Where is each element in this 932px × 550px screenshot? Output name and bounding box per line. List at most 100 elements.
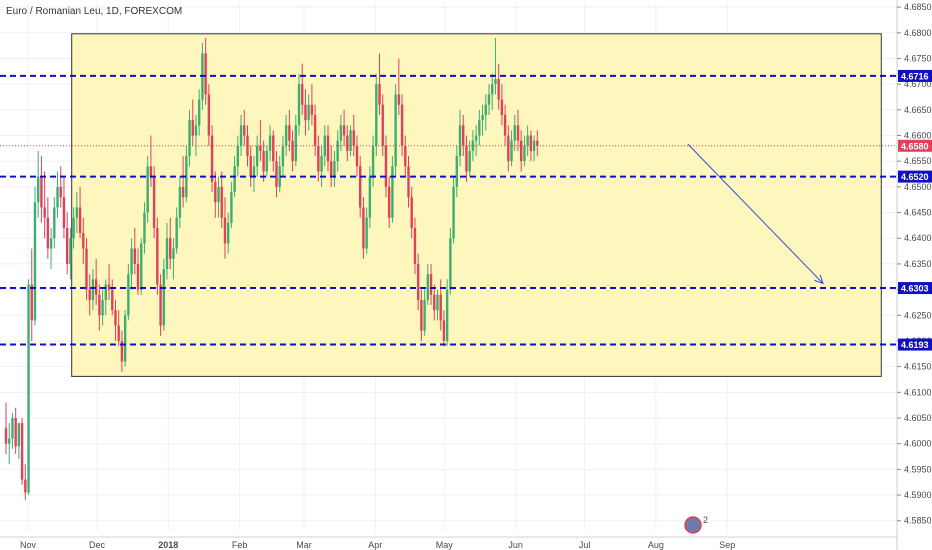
candle-body [491,84,494,95]
candle [307,94,310,131]
candle-body [452,186,455,239]
price-badges: 4.6716 4.6520 4.6303 4.6193 4.6580 [898,69,932,351]
candle-body [149,166,153,177]
candle [384,135,388,198]
candle [310,84,314,126]
candle-body [413,227,417,264]
candle-body [191,120,194,136]
x-tick-label: Jul [579,540,591,550]
y-tick-label: 4.6050 [904,413,932,423]
candle [56,171,59,218]
watermark-logo: 2 [684,515,708,534]
candle-body [175,217,178,249]
candle [433,284,436,321]
candle [429,263,433,306]
candle [523,135,526,167]
candle [49,227,53,270]
candle-body [207,94,211,136]
candle [8,423,11,465]
candle [143,202,146,254]
level-badge [898,338,932,351]
candle [104,279,108,316]
time-axis[interactable]: Nov Dec 2018 Feb Mar Apr May Jun Jul Aug Sep [0,536,897,550]
candle [487,84,491,115]
candle-body [46,217,50,249]
candle-body [136,263,140,290]
candle [91,269,95,311]
candle [156,217,159,295]
candle-body [255,145,259,167]
candle [88,274,91,316]
candle-body [278,166,281,187]
candle-body [455,156,458,187]
candle [149,135,153,187]
y-tick-label: 4.6150 [904,362,932,372]
candle [387,176,391,228]
candle-body [429,274,433,295]
y-tick-label: 4.6500 [904,182,932,192]
candle-body [33,202,37,321]
candle [275,150,278,198]
candle [165,222,169,280]
candle-body [185,156,188,198]
candle [371,135,375,187]
candle [181,156,185,208]
level-badge [898,69,932,82]
forecast-arrow[interactable] [687,143,824,285]
candle-body [17,423,21,447]
x-tick-label: Aug [648,540,664,550]
candle-body [510,140,513,162]
candle-body [516,125,520,141]
candle [30,248,33,341]
candle-body [465,145,468,172]
candle [53,197,56,249]
candle [85,238,88,300]
candle [362,197,365,259]
candle-body [288,125,291,141]
candle-body [426,274,430,300]
candle-body [320,156,323,172]
candle [226,212,230,254]
candle [336,130,339,172]
candle [169,217,172,270]
candle [243,109,246,146]
candle [474,125,478,157]
candle [317,135,320,182]
candle-body [281,145,285,167]
candle-body [156,227,159,285]
last-price-badge [898,139,932,152]
candle-body [272,135,275,162]
candle [65,212,69,275]
candle [449,227,452,295]
level-badge [898,170,932,183]
range-box[interactable] [71,33,882,377]
candle [529,130,533,162]
candle-body [368,176,372,218]
candle-body [439,294,442,321]
candle-body [342,125,346,136]
candle [136,248,140,295]
last-price-label: 4.6580 [901,141,929,151]
candle [120,330,124,372]
candle [413,217,417,275]
candle-body [523,145,526,162]
candle-body [349,130,352,151]
candle [536,130,539,157]
candle-body [387,186,391,218]
level-badge-label: 4.6520 [901,172,929,182]
candle-body [230,192,233,223]
x-tick-label: Apr [368,540,382,550]
candle-body [220,186,223,218]
candle [436,289,439,321]
candle-body [404,145,407,167]
candle [223,197,227,259]
candle-body [503,114,507,136]
x-tick-label: Jun [508,540,523,550]
candle-body [468,150,471,172]
candle [114,299,117,341]
candle [130,238,133,290]
candle-body [226,222,230,244]
candle-body [394,94,397,167]
candle [478,109,481,146]
